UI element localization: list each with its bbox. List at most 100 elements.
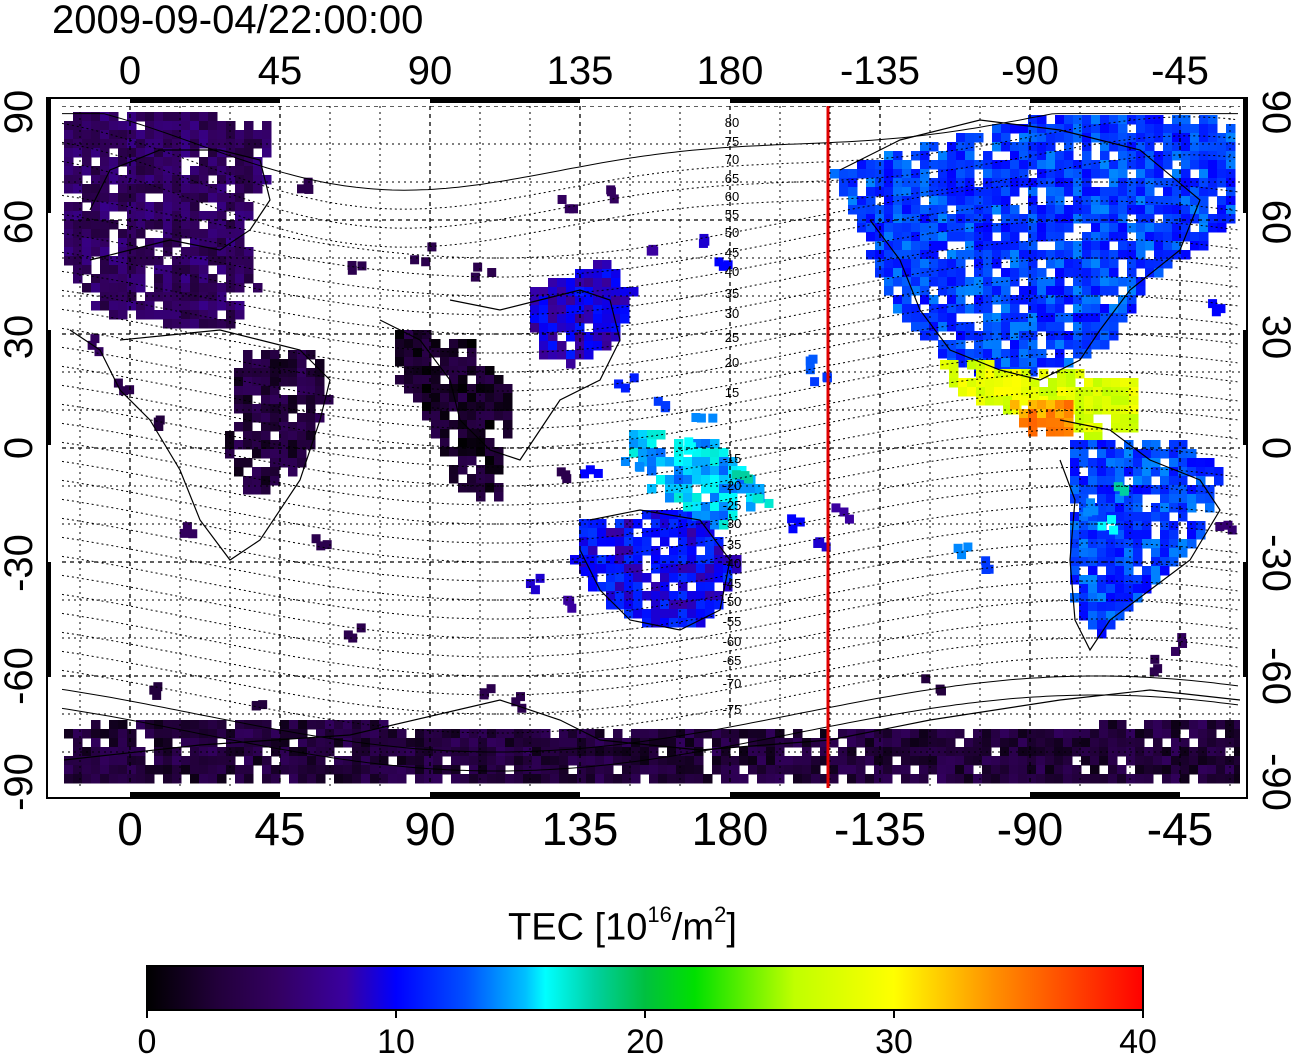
tec-cell [710, 493, 720, 503]
tec-cell [1129, 414, 1139, 424]
tec-cell [1037, 133, 1047, 143]
tec-cell [440, 438, 450, 448]
tec-cell [235, 193, 245, 203]
tec-cell [1070, 476, 1080, 486]
tec-cell [172, 274, 182, 284]
tec-cell [633, 555, 643, 565]
tec-cell [271, 729, 281, 739]
tec-cell [1072, 774, 1082, 784]
tec-cell [586, 765, 596, 775]
tec-cell [647, 430, 657, 440]
tec-cell [1073, 241, 1083, 251]
tec-cell [307, 765, 317, 775]
tec-cell [1088, 512, 1098, 522]
tec-cell [911, 232, 921, 242]
tec-cell [503, 411, 513, 421]
tec-cell [595, 729, 605, 739]
tec-cell [1000, 729, 1010, 739]
tec-cell [949, 378, 959, 388]
tec-cell [1135, 729, 1145, 739]
tec-cell [1133, 485, 1143, 495]
tec-cell [415, 738, 425, 748]
tec-cell [1207, 738, 1217, 748]
tec-cell [1064, 178, 1074, 188]
tec-cell [343, 756, 353, 766]
tec-cell [73, 220, 83, 230]
tec-cell [243, 350, 253, 360]
right-lat-tick: 0 [1254, 437, 1292, 459]
tec-cell [217, 319, 227, 329]
tec-cell [1088, 539, 1098, 549]
tec-cell [1046, 331, 1056, 341]
tec-cell [181, 193, 191, 203]
tec-cell [1163, 259, 1173, 269]
tec-cell [848, 196, 858, 206]
tec-cell [1225, 765, 1235, 775]
tec-cell [539, 323, 549, 333]
tec-cell [422, 393, 432, 403]
tec-cell [525, 579, 535, 589]
tec-cell [602, 332, 612, 342]
tec-cell [190, 265, 200, 275]
tec-cell [678, 573, 688, 583]
tec-cell [938, 286, 948, 296]
tec-cell [460, 738, 470, 748]
tec-cell [1109, 205, 1119, 215]
tec-cell [1187, 494, 1197, 504]
tec-cell [476, 375, 486, 385]
tec-cell [1064, 331, 1074, 341]
tec-cell [1091, 250, 1101, 260]
tec-cell [1160, 557, 1170, 567]
tec-cell [118, 265, 128, 275]
tec-cell [440, 411, 450, 421]
tec-cell [82, 247, 92, 257]
tec-cell [651, 564, 661, 574]
tec-cell [100, 247, 110, 257]
tec-cell [415, 765, 425, 775]
colorbar-tick-label: 30 [875, 1023, 913, 1057]
tec-cell [1028, 409, 1038, 419]
tec-cell [1010, 304, 1020, 314]
tec-cell [678, 546, 688, 556]
tec-cell [1091, 295, 1101, 305]
tec-cell [875, 250, 885, 260]
tec-cell [208, 148, 218, 158]
tec-cell [154, 729, 164, 739]
tec-cell [494, 483, 504, 493]
tec-cell [884, 214, 894, 224]
tec-cell [992, 223, 1002, 233]
tec-cell [694, 729, 704, 739]
tec-cell [813, 538, 823, 548]
tec-cell [243, 431, 253, 441]
tec-cell [920, 205, 930, 215]
tec-cell [226, 220, 236, 230]
tec-cell [181, 720, 191, 730]
tec-cell [902, 232, 912, 242]
tec-cell [575, 341, 585, 351]
tec-cell [1045, 747, 1055, 757]
tec-cell [476, 366, 486, 376]
tec-cell [252, 413, 262, 423]
tec-cell [1063, 774, 1073, 784]
tec-cell [1100, 142, 1110, 152]
tec-cell [1133, 548, 1143, 558]
tec-cell [624, 546, 634, 556]
tec-cell [956, 358, 966, 368]
tec-cell [956, 277, 966, 287]
tec-cell [838, 765, 848, 775]
tec-cell [793, 756, 803, 766]
tec-cell [261, 404, 271, 414]
tec-cell [875, 178, 885, 188]
tec-cell [1129, 387, 1139, 397]
tec-cell [431, 375, 441, 385]
tec-cell [253, 747, 263, 757]
tec-cell [181, 148, 191, 158]
tec-cell [586, 555, 596, 565]
tec-cell [1136, 160, 1146, 170]
tec-cell [1153, 720, 1163, 730]
tec-cell [802, 765, 812, 775]
tec-cell [911, 268, 921, 278]
tec-cell [109, 256, 119, 266]
tec-cell [127, 229, 137, 239]
tec-cell [884, 178, 894, 188]
